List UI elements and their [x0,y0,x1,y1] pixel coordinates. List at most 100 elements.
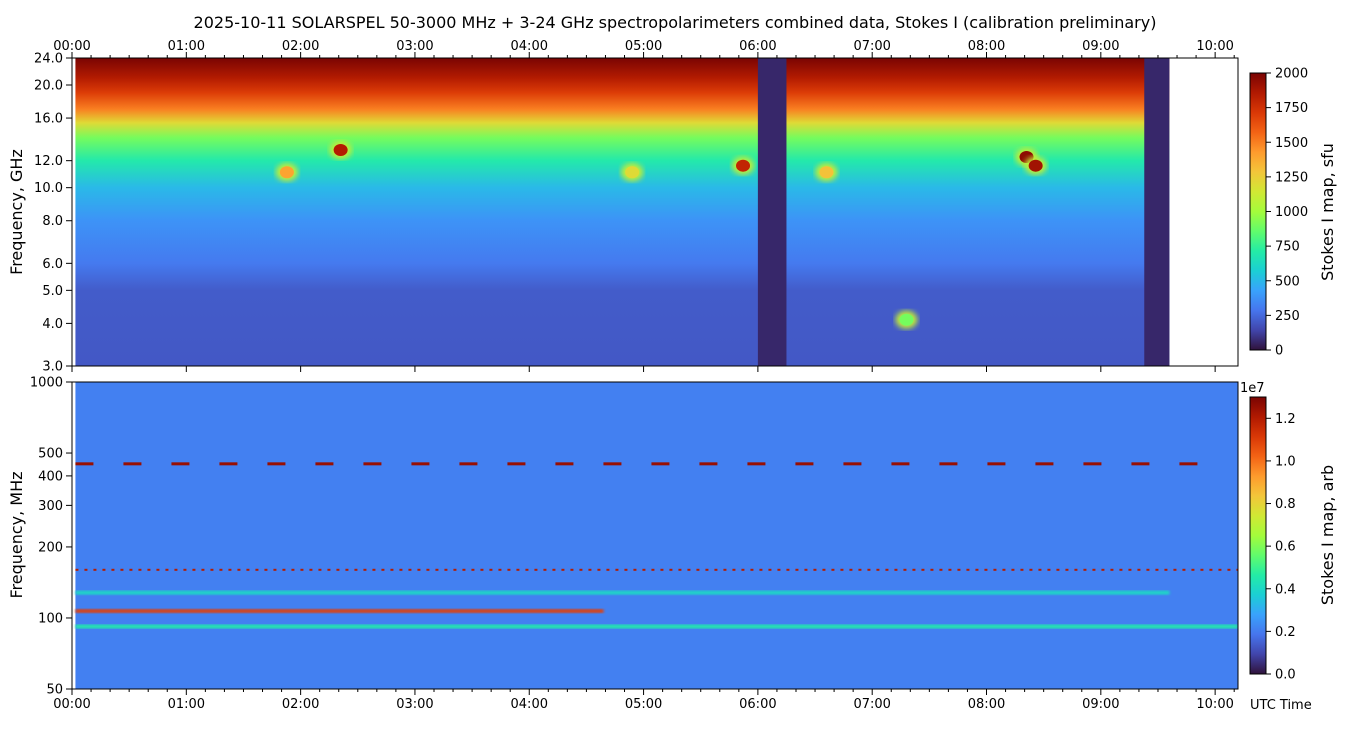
bottom-time-axis: 00:00 01:00 02:00 03:00 04:00 05:00 06:00 07:00… [53,689,1235,712]
mhz-dotted-mark [732,568,736,571]
mhz-dotted-mark [102,568,106,571]
mhz-dotted-mark [984,568,988,571]
bottom-time-tick-label: 01:00 [168,697,205,712]
mhz-red-segment [699,462,718,466]
mhz-dotted-mark [705,568,709,571]
mhz-red-segment [603,462,622,466]
arb-colorbar-tick-label: 0.8 [1275,497,1296,512]
sfu-colorbar-tick-label: 250 [1275,309,1300,324]
mhz-dotted-mark [498,568,502,571]
arb-colorbar-ticks: 0.0 0.2 0.4 0.6 0.8 1.0 1.2 [1266,412,1296,683]
arb-colorbar-tick-label: 0.6 [1275,540,1296,555]
ghz-tick-label: 16.0 [34,112,63,127]
ghz-tick-label: 8.0 [42,214,63,229]
mhz-dotted-mark [597,568,601,571]
mhz-dotted-mark [219,568,223,571]
mhz-dotted-mark [93,568,97,571]
mhz-spectrum-background [75,382,1238,689]
mhz-dotted-mark [1227,568,1231,571]
mhz-dotted-mark [966,568,970,571]
mhz-dotted-mark [1020,568,1024,571]
mhz-dotted-mark [660,568,664,571]
arb-colorbar-label: Stokes I map, arb [1318,465,1337,605]
mhz-dotted-mark [633,568,637,571]
arb-colorbar-tick-label: 1.2 [1275,412,1296,427]
bottom-time-tick-label: 02:00 [282,697,319,712]
mhz-red-segment [123,462,142,466]
mhz-dotted-mark [1173,568,1177,571]
mhz-dotted-mark [1083,568,1087,571]
mhz-dotted-mark [768,568,772,571]
mhz-dotted-mark [840,568,844,571]
mhz-dotted-mark [84,568,88,571]
mhz-dotted-mark [822,568,826,571]
mhz-red-segment [891,462,910,466]
sfu-colorbar-tick-label: 2000 [1275,67,1308,82]
mhz-dotted-mark [417,568,421,571]
mhz-dotted-mark [147,568,151,571]
arb-colorbar-exponent: 1e7 [1240,381,1265,396]
ghz-tick-label: 12.0 [34,154,63,169]
ghz-y-axis-label: Frequency, GHz [7,149,26,275]
mhz-dotted-mark [741,568,745,571]
mhz-dotted-mark [921,568,925,571]
mhz-dotted-mark [1191,568,1195,571]
sfu-colorbar-gradient [1249,72,1267,351]
mhz-red-segment [939,462,958,466]
sfu-colorbar-tick-label: 1250 [1275,170,1308,185]
mhz-dotted-mark [858,568,862,571]
mhz-dotted-mark [210,568,214,571]
arb-colorbar-tick-label: 0.2 [1275,625,1296,640]
sfu-colorbar-tick-label: 750 [1275,240,1300,255]
ghz-burst [625,166,640,179]
mhz-dotted-mark [408,568,412,571]
ghz-data-gap [757,58,787,366]
top-time-tick-label: 04:00 [511,39,548,54]
sfu-colorbar: 0 250 500 750 1000 1250 1500 1750 2000 Stokes I … [1249,67,1337,359]
mhz-red-segment [987,462,1006,466]
arb-colorbar-tick-label: 0.4 [1275,582,1296,597]
ghz-panel-frame [71,57,1239,367]
mhz-dotted-mark [867,568,871,571]
mhz-red-segment [843,462,862,466]
mhz-dotted-mark [381,568,385,571]
mhz-panel-frame [71,381,1239,690]
mhz-dotted-mark [1209,568,1213,571]
mhz-dotted-mark [903,568,907,571]
mhz-band [75,609,604,614]
ghz-burst [279,166,294,179]
ghz-burst [736,159,751,172]
mhz-dotted-mark [579,568,583,571]
mhz-spectrogram-panel: 50 100 200 300 400 500 1000 00:00 01:00 02:00 03:… [7,376,1312,714]
mhz-dotted-mark [165,568,169,571]
top-time-tick-label: 03:00 [396,39,433,54]
mhz-dotted-mark [696,568,700,571]
mhz-dotted-mark [453,568,457,571]
mhz-dotted-mark [804,568,808,571]
mhz-dotted-mark [1056,568,1060,571]
mhz-dotted-mark [1092,568,1096,571]
mhz-dotted-mark [885,568,889,571]
mhz-red-segment [1179,462,1198,466]
mhz-tick-label: 50 [46,683,63,698]
top-time-tick-label: 10:00 [1196,39,1233,54]
mhz-tick-label: 400 [38,469,63,484]
mhz-red-segment [171,462,190,466]
mhz-dotted-mark [426,568,430,571]
mhz-dotted-mark [624,568,628,571]
bottom-time-tick-label: 06:00 [739,697,776,712]
mhz-dotted-mark [372,568,376,571]
mhz-red-segment [363,462,382,466]
mhz-dotted-mark [345,568,349,571]
mhz-dotted-mark [1137,568,1141,571]
mhz-dotted-mark [138,568,142,571]
ghz-tick-label: 6.0 [42,257,63,272]
mhz-tick-label: 1000 [30,376,63,391]
mhz-dotted-mark [534,568,538,571]
mhz-dotted-mark [507,568,511,571]
arb-colorbar-tick-label: 0.0 [1275,668,1296,683]
mhz-dotted-mark [993,568,997,571]
mhz-dotted-mark [228,568,232,571]
mhz-dotted-mark [282,568,286,571]
arb-colorbar-gradient [1249,396,1267,675]
